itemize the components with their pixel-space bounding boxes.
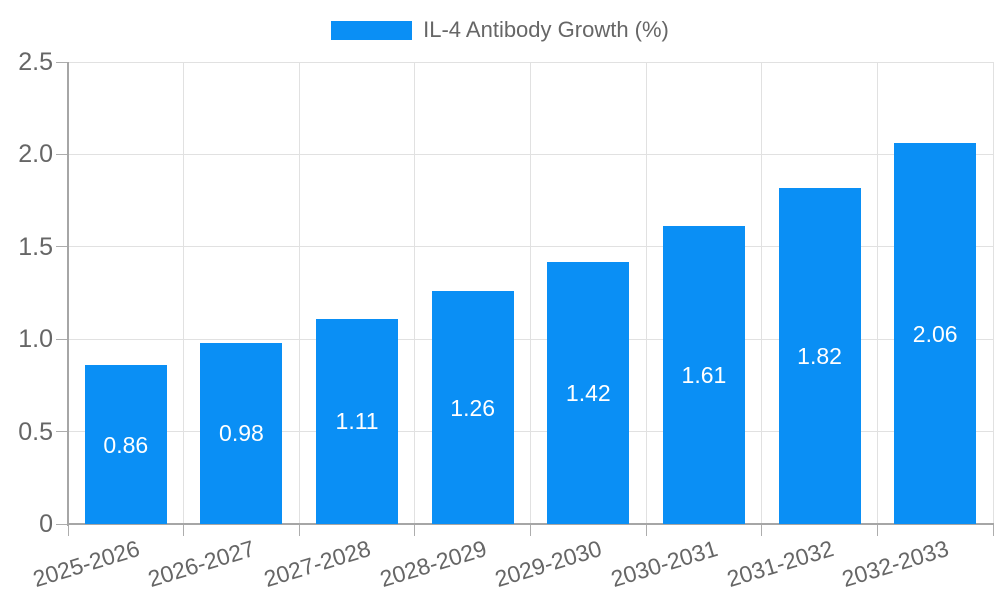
y-tick-label: 2.0 [18,140,53,169]
y-tick-label: 0.5 [18,417,53,446]
bar-value-label: 1.26 [450,394,496,421]
x-tick-mark [876,524,878,536]
y-tick-mark [56,431,68,433]
x-tick-label: 2029-2030 [492,535,605,593]
v-gridline [992,62,994,524]
y-tick-mark [56,523,68,525]
bar [316,318,399,524]
y-tick-label: 1.5 [18,232,53,261]
v-gridline [183,62,185,524]
bar-value-label: 0.86 [103,431,149,458]
v-gridline [876,62,878,524]
x-tick-label: 2026-2027 [145,535,259,593]
x-tick-mark [414,524,416,536]
bar [894,143,977,524]
y-tick-mark [56,338,68,340]
v-gridline [414,62,416,524]
x-tick-mark [645,524,647,536]
legend[interactable]: IL-4 Antibody Growth (%) [0,17,1000,43]
bar-value-label: 2.06 [912,320,958,347]
x-tick-label: 2032-2033 [838,535,952,593]
x-tick-label: 2030-2031 [607,535,721,593]
x-tick-mark [67,524,69,536]
v-gridline [645,62,647,524]
y-tick-mark [56,61,68,63]
v-gridline [298,62,300,524]
bar-value-label: 1.82 [797,342,842,369]
x-tick-mark [761,524,763,536]
x-tick-label: 2028-2029 [376,535,490,593]
y-axis-line [67,62,69,526]
x-tick-label: 2025-2026 [29,535,143,593]
bar-value-label: 1.42 [565,379,611,406]
x-tick-label: 2031-2032 [723,535,837,593]
bar [547,261,630,524]
bar [662,226,745,524]
bar [84,365,167,524]
bar [431,291,514,524]
y-tick-label: 1.0 [18,325,53,354]
y-tick-mark [56,153,68,155]
y-tick-mark [56,246,68,248]
bar-value-label: 0.98 [219,420,264,447]
bar-value-label: 1.61 [681,362,727,389]
x-tick-mark [992,524,994,536]
bar [200,342,283,524]
x-tick-mark [530,524,531,536]
bar [778,187,861,524]
legend-swatch [331,20,413,40]
v-gridline [761,62,763,524]
x-tick-mark [183,524,185,536]
x-tick-label: 2027-2028 [260,535,374,593]
y-tick-label: 2.5 [18,48,53,76]
x-axis-line [67,523,994,525]
y-tick-label: 0 [39,510,53,538]
x-tick-mark [298,524,300,536]
bar-value-label: 1.11 [335,408,379,435]
v-gridline [530,62,531,524]
legend-label: IL-4 Antibody Growth (%) [423,17,669,42]
